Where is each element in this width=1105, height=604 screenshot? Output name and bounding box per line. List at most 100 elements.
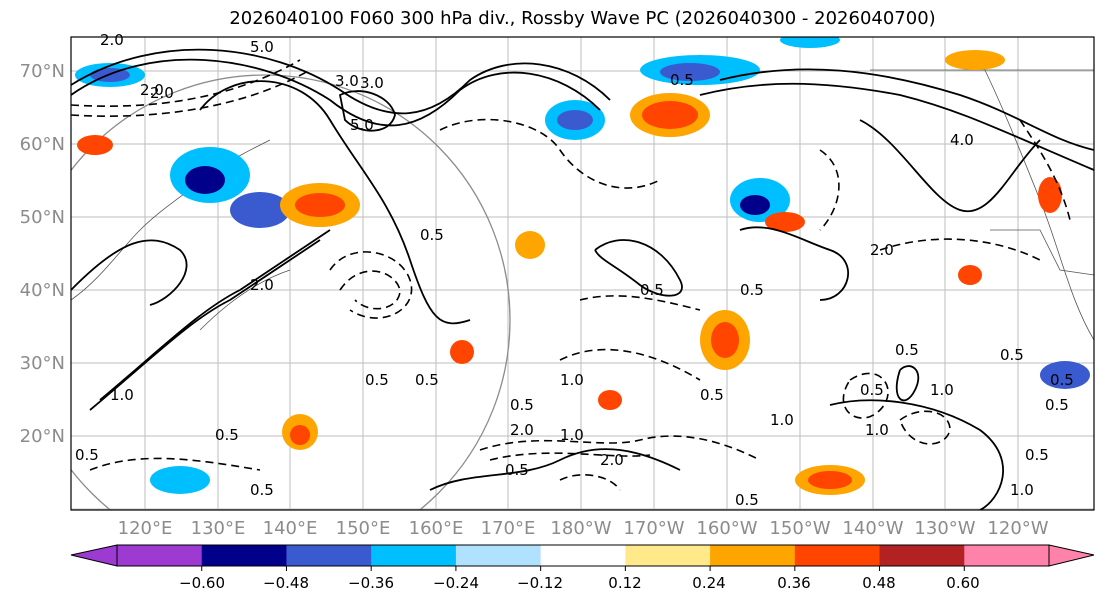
shade-blob bbox=[295, 193, 345, 217]
contour-label: 1.0 bbox=[560, 426, 584, 444]
solid-contours bbox=[71, 48, 1094, 510]
lat-label: 70°N bbox=[19, 61, 65, 82]
shade-blob bbox=[780, 37, 840, 48]
shade-blob bbox=[1038, 177, 1062, 213]
shade-blob bbox=[660, 63, 720, 81]
lat-label: 40°N bbox=[19, 280, 65, 301]
contour-label: 5.0 bbox=[250, 38, 274, 56]
contour-label: 3.0 bbox=[335, 72, 359, 90]
colorbar-tick-label: −0.48 bbox=[263, 574, 309, 592]
contour-label: 0.5 bbox=[215, 426, 239, 444]
contour-label: 0.5 bbox=[735, 491, 759, 509]
contour-label: 0.5 bbox=[860, 381, 884, 399]
colorbar-segment bbox=[710, 545, 796, 566]
shade-blob bbox=[598, 390, 622, 410]
map-title: 2026040100 F060 300 hPa div., Rossby Wav… bbox=[229, 8, 936, 29]
lon-label: 150°E bbox=[335, 518, 391, 539]
contour-label: 4.0 bbox=[950, 131, 974, 149]
lat-label: 60°N bbox=[19, 134, 65, 155]
shade-blob bbox=[808, 471, 852, 489]
shade-blob bbox=[711, 322, 739, 358]
lat-label: 30°N bbox=[19, 353, 65, 374]
shade-blob bbox=[290, 425, 310, 445]
lon-label: 120°W bbox=[987, 518, 1049, 539]
contour-label: 2.0 bbox=[250, 276, 274, 294]
colorbar bbox=[70, 544, 1095, 571]
shade-blob bbox=[945, 50, 1005, 70]
divergence-shading bbox=[75, 37, 1090, 495]
map-frame bbox=[70, 36, 1095, 511]
contour-label: 2.0 bbox=[150, 84, 174, 102]
contour-label: 2.0 bbox=[510, 421, 534, 439]
shade-blob bbox=[1040, 361, 1090, 389]
colorbar-segment bbox=[455, 545, 542, 566]
shade-blob bbox=[230, 192, 290, 228]
lon-label: 130°W bbox=[914, 518, 976, 539]
contour-label: 2.0 bbox=[140, 81, 164, 99]
contour-label: 2.0 bbox=[100, 31, 124, 49]
colorbar-tick-label: −0.12 bbox=[517, 574, 563, 592]
contour-label: 0.5 bbox=[895, 341, 919, 359]
contour-label: 1.0 bbox=[110, 386, 134, 404]
colorbar-tick-label: 0.48 bbox=[862, 574, 896, 592]
contour-label: 1.0 bbox=[1010, 481, 1034, 499]
contour-label: 2.0 bbox=[870, 241, 894, 259]
colorbar-tick-label: 0.36 bbox=[777, 574, 811, 592]
colorbar-frame bbox=[116, 544, 1050, 567]
map-area bbox=[71, 37, 1094, 510]
lon-label: 170°W bbox=[623, 518, 685, 539]
contour-label: 0.5 bbox=[415, 371, 439, 389]
lon-label: 180°W bbox=[550, 518, 612, 539]
colorbar-segment bbox=[286, 545, 372, 566]
colorbar-extend-high bbox=[1048, 544, 1095, 567]
contour-label: 2.0 bbox=[600, 451, 624, 469]
shade-blob bbox=[77, 135, 113, 155]
lon-label: 160°E bbox=[408, 518, 464, 539]
contour-label: 0.5 bbox=[670, 71, 694, 89]
lon-label: 160°W bbox=[696, 518, 758, 539]
shade-blob bbox=[557, 110, 593, 130]
lon-label: 170°E bbox=[480, 518, 536, 539]
contour-label: 0.5 bbox=[250, 481, 274, 499]
contour-label: 3.0 bbox=[360, 74, 384, 92]
shade-blob bbox=[740, 195, 770, 215]
lon-label: 120°E bbox=[117, 518, 173, 539]
contour-label: 0.5 bbox=[505, 461, 529, 479]
colorbar-segment bbox=[540, 545, 626, 566]
contour-label: 5.0 bbox=[350, 116, 374, 134]
colorbar-segment bbox=[879, 545, 965, 566]
shade-blob bbox=[450, 340, 474, 364]
colorbar-tick-label: −0.36 bbox=[348, 574, 394, 592]
contour-label: 0.5 bbox=[1000, 346, 1024, 364]
shade-blob bbox=[958, 265, 982, 285]
colorbar-segment bbox=[117, 545, 203, 566]
colorbar-tick-label: −0.60 bbox=[179, 574, 225, 592]
dashed-contours bbox=[71, 59, 1071, 491]
contour-label: 1.0 bbox=[770, 411, 794, 429]
contour-label: 0.5 bbox=[365, 371, 389, 389]
contour-label: 0.5 bbox=[1045, 396, 1069, 414]
contour-label: 0.5 bbox=[1025, 446, 1049, 464]
focus-circle bbox=[71, 74, 511, 510]
colorbar-segment bbox=[625, 545, 711, 566]
contour-label: 0.5 bbox=[75, 446, 99, 464]
colorbar-extend-low bbox=[70, 544, 118, 567]
contour-labels: 2.0 5.0 3.0 2.0 3.0 4.0 2.0 1.0 5.0 0.5 2.0 0.5 1.0 2… bbox=[75, 31, 1074, 509]
lon-label: 140°E bbox=[262, 518, 318, 539]
lat-label: 50°N bbox=[19, 207, 65, 228]
colorbar-segment bbox=[371, 545, 457, 566]
lat-label: 20°N bbox=[19, 426, 65, 447]
colorbar-segment bbox=[794, 545, 881, 566]
contour-label: 0.5 bbox=[510, 396, 534, 414]
colorbar-tick-label: 0.60 bbox=[946, 574, 980, 592]
shade-blob bbox=[185, 166, 225, 194]
shade-blob bbox=[765, 212, 805, 232]
colorbar-tick-label: 0.12 bbox=[608, 574, 642, 592]
contour-label: 1.0 bbox=[930, 381, 954, 399]
colorbar-segment bbox=[201, 545, 287, 566]
graticule bbox=[71, 37, 1094, 510]
shade-blob bbox=[515, 231, 545, 259]
shade-blob bbox=[642, 101, 698, 129]
lon-label: 140°W bbox=[842, 518, 904, 539]
colorbar-tick-label: 0.24 bbox=[692, 574, 726, 592]
